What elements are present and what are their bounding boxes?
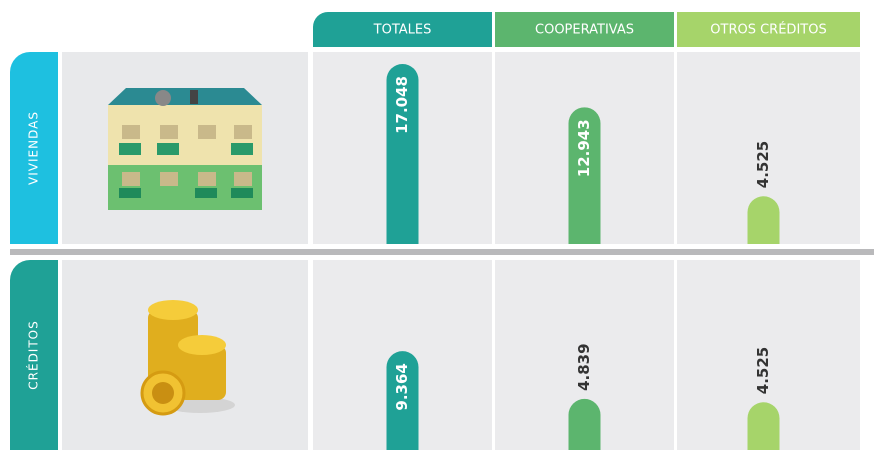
row-label: CRÉDITOS <box>26 320 41 389</box>
column-header-label: COOPERATIVAS <box>535 23 634 38</box>
row-label: VIVIENDAS <box>27 111 41 185</box>
value-label: 9.364 <box>393 363 411 410</box>
column-header-label: OTROS CRÉDITOS <box>710 22 826 38</box>
bar <box>748 402 780 450</box>
value-label: 4.525 <box>754 347 772 394</box>
divider <box>10 249 874 255</box>
bar <box>748 196 780 244</box>
bar <box>569 399 601 450</box>
value-label: 4.525 <box>754 141 772 188</box>
value-label: 17.048 <box>393 76 411 134</box>
building-icon <box>108 88 262 210</box>
value-label: 12.943 <box>575 119 593 177</box>
value-label: 4.839 <box>575 343 593 390</box>
infographic: TOTALES COOPERATIVAS OTROS CRÉDITOS VIVIEND… <box>0 0 874 450</box>
column-header-label: TOTALES <box>373 23 432 38</box>
